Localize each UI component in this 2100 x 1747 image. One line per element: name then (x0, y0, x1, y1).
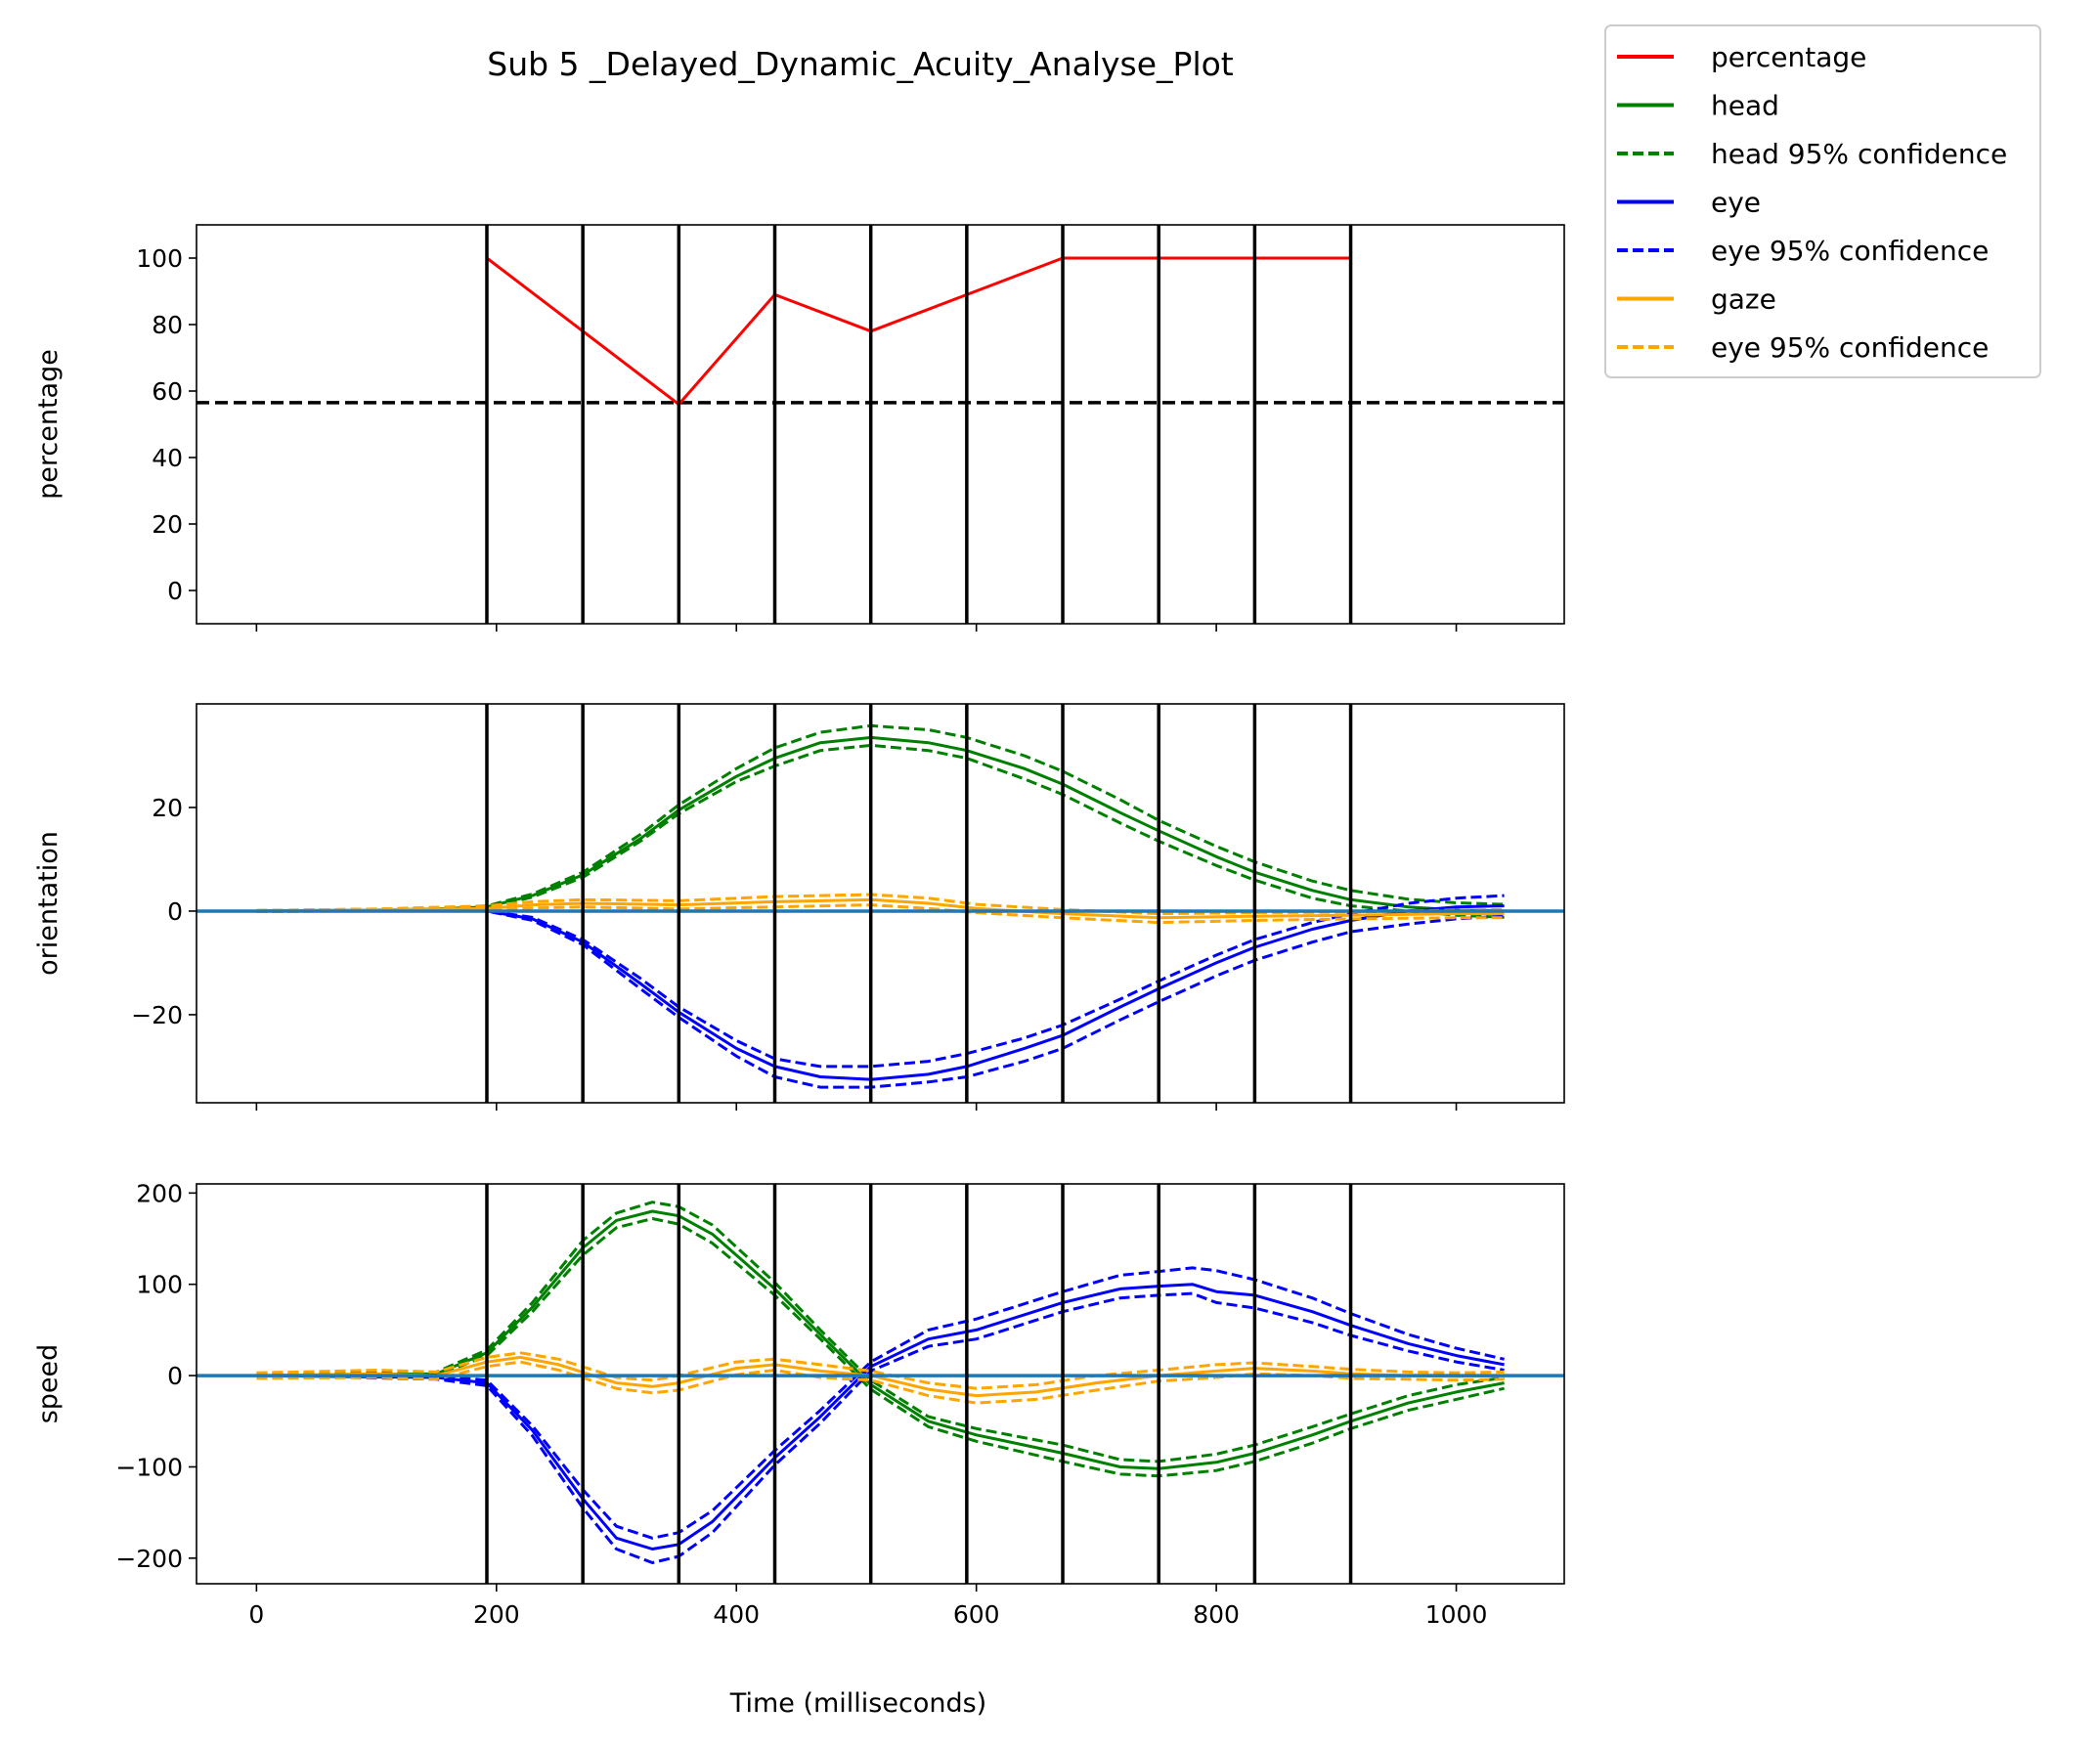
x-axis-label: Time (milliseconds) (729, 1688, 986, 1719)
series-head-95-confidence-lower (256, 743, 1505, 919)
chart-title: Sub 5 _Delayed_Dynamic_Acuity_Analyse_Pl… (487, 45, 1234, 83)
y-tick-label: 40 (152, 444, 183, 472)
series-eye (256, 904, 1505, 1081)
y-tick-label: 100 (136, 244, 183, 273)
x-tick-label: 800 (1193, 1600, 1240, 1629)
y-tick-label: 100 (136, 1271, 183, 1299)
y-tick-label: 20 (152, 510, 183, 539)
y-tick-label: 200 (136, 1179, 183, 1207)
y-tick-label: −200 (115, 1545, 183, 1573)
y-tick-label: 0 (167, 577, 183, 605)
panel-orientation: −20 0 20 orientation (33, 703, 1565, 1111)
series-percentage (486, 256, 1351, 407)
plot-area (197, 1184, 1564, 1584)
y-tick-label: 20 (152, 794, 183, 822)
plot-area (197, 704, 1564, 1103)
legend-label: head (1711, 90, 1779, 122)
y-tick-label: 80 (152, 311, 183, 339)
legend-label: eye (1711, 187, 1761, 219)
series-head-95-confidence-upper (256, 723, 1505, 912)
axes-frame (196, 703, 1565, 1104)
y-tick-label: −100 (115, 1453, 183, 1481)
panels: 020406080100percentage−20020orientation−… (33, 224, 1565, 1629)
axes-frame (196, 1183, 1565, 1585)
y-axis-label: speed (33, 1344, 64, 1424)
plot-area (197, 225, 1564, 624)
legend-label: gaze (1711, 284, 1776, 316)
x-tick-label: 1000 (1425, 1600, 1488, 1629)
legend-box (1604, 24, 2041, 378)
y-tick-label: 0 (167, 1362, 183, 1390)
legend-label: eye 95% confidence (1711, 235, 1989, 267)
series-eye-95-confidence-upper (256, 894, 1505, 1069)
x-tick-label: 0 (248, 1600, 264, 1629)
x-tick-label: 400 (713, 1600, 760, 1629)
series-eye-95-confidence-upper (256, 1266, 1505, 1540)
y-tick-label: −20 (131, 1001, 183, 1029)
x-tick-label: 600 (953, 1600, 1000, 1629)
series-eye (256, 1283, 1505, 1550)
series-head-95-confidence-lower (256, 1217, 1505, 1478)
series-eye-95-confidence-lower (256, 909, 1505, 1089)
series-eye-95-confidence-lower (256, 1291, 1505, 1564)
legend-label: percentage (1711, 41, 1866, 73)
series-gaze-95-confidence-upper (256, 1351, 1505, 1390)
y-axis-label: percentage (33, 349, 64, 500)
y-axis-label: orientation (33, 831, 64, 976)
legend-label: head 95% confidence (1711, 138, 2007, 170)
axes-frame (196, 224, 1565, 625)
series-head (256, 735, 1505, 913)
y-tick-label: 0 (167, 897, 183, 926)
panel-percentage: 0 20 40 60 80 100 percentage (33, 224, 1565, 632)
y-tick-label: 60 (152, 377, 183, 406)
series-gaze-95-confidence-upper (256, 893, 1505, 916)
series-head (256, 1209, 1505, 1470)
x-tick-label: 200 (473, 1600, 520, 1629)
panel-speed: −200 −100 0 100 200 0 200 400 600 800 1000 speed (33, 1179, 1565, 1629)
legend-label: eye 95% confidence (1711, 331, 1989, 364)
legend: percentage head head 95% confidence eye eye … (1604, 24, 2041, 378)
series-head-95-confidence-upper (256, 1201, 1505, 1463)
series-gaze (256, 897, 1505, 920)
